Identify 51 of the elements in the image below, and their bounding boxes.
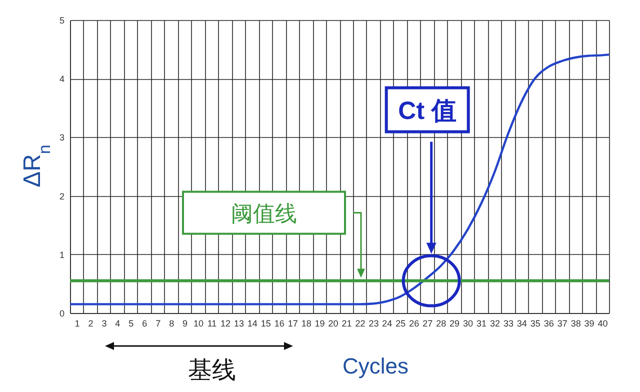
x-tick-label: 6 [142,318,148,328]
x-tick-label: 30 [463,318,474,328]
x-tick-label: 22 [355,318,366,328]
x-tick-label: 39 [584,318,594,328]
x-tick-label: 12 [220,318,230,328]
y-tick-label: 3 [59,132,64,143]
x-tick-label: 1 [74,318,80,328]
x-tick-label: 29 [450,318,460,328]
x-tick-label: 23 [368,318,379,328]
x-tick-label: 18 [301,318,312,328]
x-tick-label: 13 [234,318,244,328]
x-tick-label: 35 [530,318,540,328]
x-tick-label: 24 [382,318,392,328]
x-tick-label: 19 [314,318,325,328]
x-tick-label: 21 [342,318,352,328]
y-tick-label: 5 [59,16,64,26]
x-tick-label: 40 [598,318,608,328]
x-tick-label: 17 [288,318,298,328]
x-tick-label: 31 [476,318,486,328]
x-tick-label: 20 [328,318,338,328]
y-tick-label: 1 [59,250,64,260]
x-tick-label: 14 [247,318,258,328]
x-tick-label: 3 [102,318,107,328]
x-tick-label: 2 [88,318,94,328]
x-axis-title: Cycles [342,354,409,378]
y-tick-label: 0 [59,308,64,318]
x-tick-label: 26 [409,318,420,328]
x-tick-label: 28 [436,318,446,328]
x-tick-label: 10 [194,318,204,328]
x-tick-label: 15 [260,318,271,328]
y-tick-label: 4 [59,74,64,84]
x-tick-label: 34 [516,318,527,328]
x-tick-label: 5 [128,318,134,328]
x-tick-label: 27 [422,318,433,328]
x-tick-label: 36 [544,318,554,328]
x-tick-label: 32 [490,318,500,328]
x-tick-label: 16 [274,318,284,328]
x-tick-label: 9 [182,318,188,328]
line-series [68,53,610,306]
annotation: Ct 值 [398,96,457,125]
x-tick-label: 4 [115,318,120,328]
x-tick-label: 38 [570,318,581,328]
ref-line-label: 阈值线 [231,200,297,226]
x-tick-label: 37 [557,318,568,328]
x-tick-label: 11 [207,318,217,328]
x-tick-label: 33 [503,318,514,328]
text: 基线 [188,357,236,384]
y-tick-label: 2 [59,191,64,202]
x-tick-label: 8 [169,318,174,328]
x-tick-label: 25 [396,318,406,328]
x-tick-label: 7 [156,318,161,328]
